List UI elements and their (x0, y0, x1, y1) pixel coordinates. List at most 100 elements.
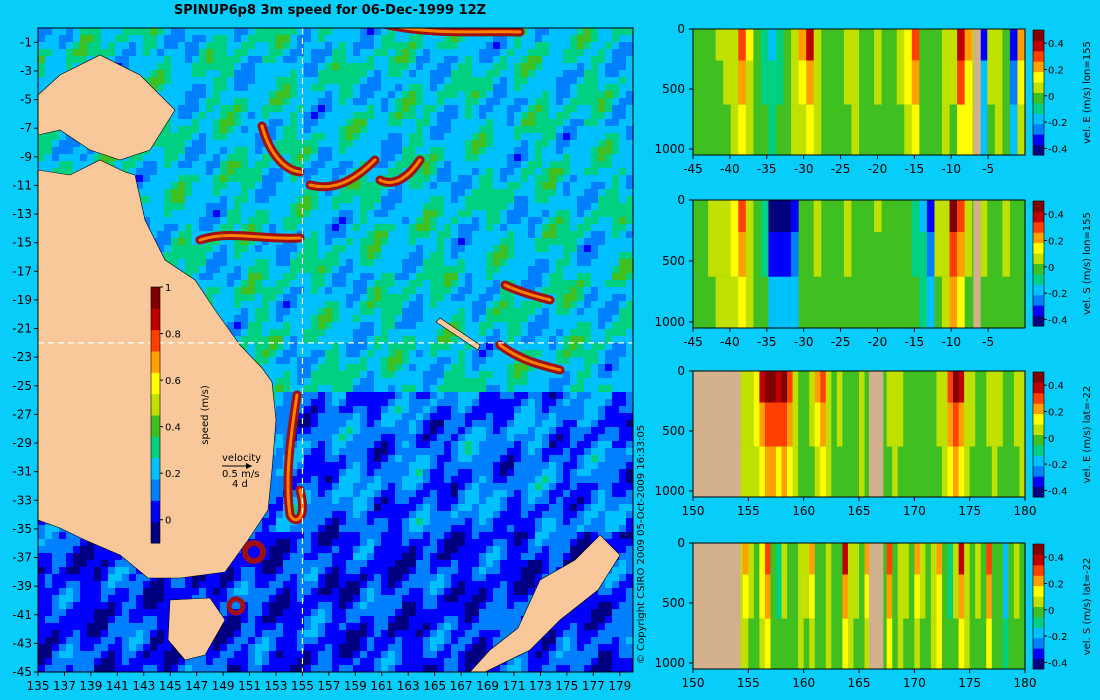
speed-cell (626, 343, 633, 350)
speed-cell (570, 224, 577, 231)
speed-cell (493, 427, 500, 434)
speed-cell (430, 217, 437, 224)
speed-cell (479, 266, 486, 273)
speed-cell (367, 315, 374, 322)
speed-cell (255, 154, 262, 161)
speed-cell (318, 385, 325, 392)
speed-cell (563, 427, 570, 434)
speed-cell (171, 175, 178, 182)
speed-cell (584, 196, 591, 203)
speed-cell (619, 168, 626, 175)
speed-cell (171, 56, 178, 63)
speed-cell (185, 77, 192, 84)
speed-cell (542, 322, 549, 329)
speed-cell (416, 294, 423, 301)
speed-cell (416, 98, 423, 105)
speed-cell (535, 399, 542, 406)
speed-cell (311, 105, 318, 112)
speed-cell (549, 126, 556, 133)
speed-cell (402, 336, 409, 343)
speed-cell (451, 140, 458, 147)
speed-cell (388, 28, 395, 35)
speed-cell (430, 392, 437, 399)
speed-cell (500, 126, 507, 133)
speed-cell (38, 70, 45, 77)
speed-cell (80, 161, 87, 168)
speed-cell (493, 182, 500, 189)
speed-cell (458, 203, 465, 210)
speed-cell (437, 231, 444, 238)
speed-cell (486, 126, 493, 133)
speed-cell (556, 322, 563, 329)
speed-cell (451, 147, 458, 154)
speed-cell (584, 259, 591, 266)
speed-cell (213, 280, 220, 287)
speed-cell (206, 245, 213, 252)
speed-cell (353, 427, 360, 434)
speed-cell (290, 91, 297, 98)
speed-cell (388, 133, 395, 140)
speed-cell (465, 371, 472, 378)
speed-cell (304, 70, 311, 77)
speed-cell (528, 252, 535, 259)
speed-cell (577, 273, 584, 280)
speed-cell (395, 238, 402, 245)
speed-cell (59, 42, 66, 49)
speed-cell (283, 210, 290, 217)
speed-cell (479, 140, 486, 147)
speed-cell (570, 196, 577, 203)
speed-cell (318, 91, 325, 98)
speed-cell (241, 259, 248, 266)
speed-cell (360, 329, 367, 336)
speed-cell (395, 231, 402, 238)
speed-cell (157, 91, 164, 98)
speed-cell (325, 336, 332, 343)
speed-cell (626, 273, 633, 280)
speed-cell (388, 231, 395, 238)
speed-cell (556, 252, 563, 259)
speed-cell (171, 112, 178, 119)
speed-cell (360, 182, 367, 189)
speed-cell (136, 168, 143, 175)
speed-cell (444, 161, 451, 168)
speed-cell (563, 371, 570, 378)
speed-cell (52, 56, 59, 63)
speed-cell (598, 287, 605, 294)
speed-cell (507, 42, 514, 49)
speed-cell (157, 56, 164, 63)
speed-cell (437, 161, 444, 168)
speed-cell (535, 133, 542, 140)
speed-cell (367, 182, 374, 189)
speed-cell (171, 182, 178, 189)
speed-cell (255, 301, 262, 308)
speed-cell (493, 154, 500, 161)
speed-cell (185, 210, 192, 217)
speed-cell (465, 63, 472, 70)
speed-cell (178, 119, 185, 126)
speed-cell (150, 35, 157, 42)
speed-cell (584, 357, 591, 364)
speed-cell (507, 343, 514, 350)
speed-cell (409, 350, 416, 357)
speed-cell (486, 84, 493, 91)
speed-cell (206, 98, 213, 105)
speed-cell (500, 315, 507, 322)
speed-cell (430, 119, 437, 126)
speed-cell (143, 161, 150, 168)
speed-cell (563, 336, 570, 343)
speed-cell (192, 231, 199, 238)
speed-cell (528, 385, 535, 392)
speed-cell (199, 84, 206, 91)
speed-cell (164, 196, 171, 203)
speed-cell (584, 28, 591, 35)
speed-cell (248, 280, 255, 287)
speed-cell (318, 399, 325, 406)
speed-cell (584, 385, 591, 392)
speed-cell (605, 35, 612, 42)
speed-cell (234, 98, 241, 105)
speed-cell (185, 56, 192, 63)
speed-cell (199, 126, 206, 133)
speed-cell (199, 154, 206, 161)
speed-cell (374, 28, 381, 35)
speed-cell (353, 413, 360, 420)
